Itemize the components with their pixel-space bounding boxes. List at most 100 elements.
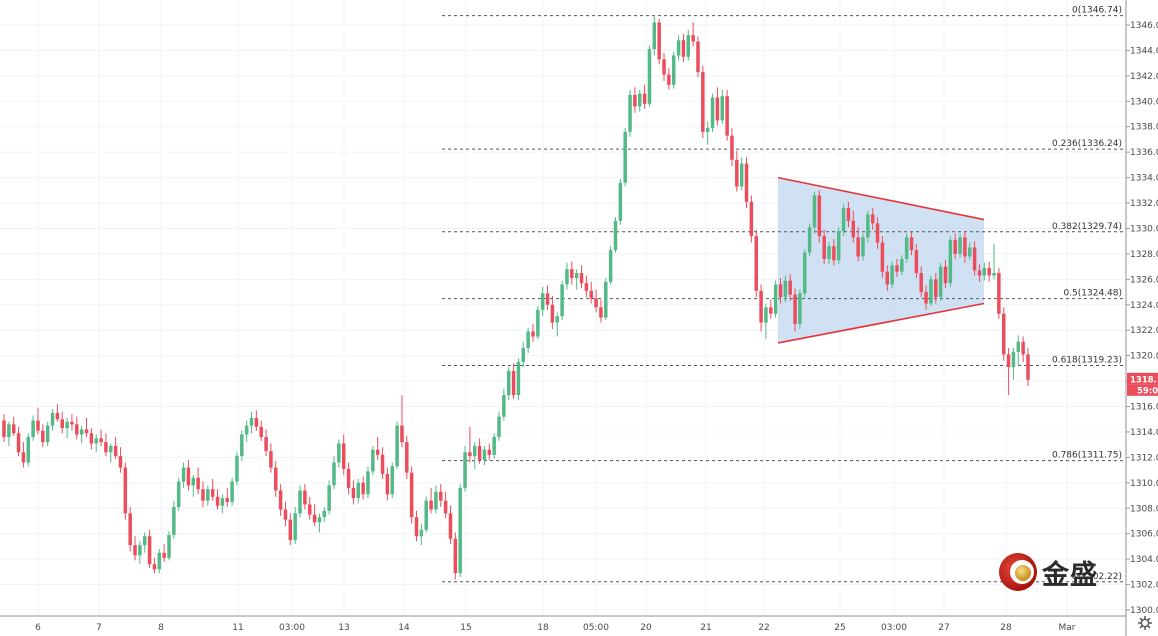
candle-body bbox=[176, 481, 181, 507]
candle bbox=[75, 416, 79, 440]
candle bbox=[439, 484, 443, 507]
candle-body bbox=[1026, 354, 1030, 380]
candle-body bbox=[463, 452, 467, 488]
candle bbox=[65, 417, 69, 439]
candle bbox=[506, 367, 511, 401]
candle-body bbox=[836, 231, 841, 261]
candle-body bbox=[482, 449, 487, 460]
candle-body bbox=[798, 293, 802, 324]
candle bbox=[477, 438, 482, 464]
candle bbox=[536, 306, 540, 340]
candle-body bbox=[167, 534, 171, 558]
candle bbox=[618, 178, 623, 225]
candle-body bbox=[230, 481, 234, 502]
candle bbox=[269, 443, 273, 473]
candle-body bbox=[487, 449, 492, 455]
triangle-upper-line[interactable] bbox=[777, 176, 985, 221]
fib-level-label: 0(1346.74) bbox=[1072, 6, 1122, 16]
candle bbox=[516, 358, 521, 401]
candle bbox=[395, 421, 399, 469]
x-tick-label: 11 bbox=[232, 623, 243, 633]
candle bbox=[502, 388, 506, 421]
candle-body bbox=[929, 279, 933, 304]
x-tick-label: 15 bbox=[460, 623, 471, 633]
candle-body bbox=[264, 437, 268, 452]
candle-body bbox=[788, 280, 792, 295]
candle bbox=[565, 262, 569, 290]
candlestick-series bbox=[2, 15, 1030, 580]
candle-body bbox=[123, 467, 128, 514]
candle bbox=[968, 242, 972, 261]
triangle-lower-line[interactable] bbox=[777, 302, 985, 344]
candle-body bbox=[288, 519, 293, 541]
candle bbox=[283, 501, 288, 527]
candle-body bbox=[875, 223, 880, 243]
candle bbox=[259, 420, 263, 441]
candle-body bbox=[604, 281, 608, 318]
gear-icon[interactable] bbox=[1138, 616, 1152, 630]
candle bbox=[788, 274, 792, 301]
candle-body bbox=[443, 500, 448, 514]
candle-body bbox=[45, 425, 50, 443]
x-tick-label: 6 bbox=[35, 623, 41, 633]
candle bbox=[235, 452, 239, 486]
candle-body bbox=[278, 490, 283, 510]
candle bbox=[628, 89, 632, 137]
candle bbox=[657, 18, 661, 65]
candle-body bbox=[497, 416, 501, 438]
candle-body bbox=[560, 284, 564, 317]
candle bbox=[152, 557, 157, 574]
candle-body bbox=[866, 214, 870, 238]
candle-body bbox=[744, 163, 749, 202]
candle bbox=[803, 248, 807, 298]
candle-body bbox=[613, 220, 618, 251]
candle bbox=[521, 341, 526, 368]
candle bbox=[79, 425, 84, 444]
candle-body bbox=[642, 93, 647, 104]
candle bbox=[511, 363, 516, 399]
candle bbox=[45, 421, 50, 446]
candle-body bbox=[701, 72, 705, 132]
candle bbox=[274, 461, 278, 497]
candle bbox=[613, 217, 618, 253]
candle bbox=[1011, 348, 1016, 380]
x-tick-label: 8 bbox=[158, 623, 164, 633]
candle-body bbox=[570, 269, 574, 279]
watermark-logo: 金盛 bbox=[998, 552, 1098, 592]
y-axis[interactable]: 1300.00 1302.00 1304.00 1306.00 1308.00 1310.… bbox=[1125, 0, 1158, 636]
candle-body bbox=[434, 491, 438, 510]
candle-body bbox=[385, 473, 390, 495]
fibonacci-retracement[interactable]: 0(1346.74) 0.236(1336.24) 0.382(1329.74) 0.… bbox=[442, 6, 1124, 583]
candle-body bbox=[477, 445, 482, 460]
candle-body bbox=[307, 504, 312, 515]
y-axis-pane[interactable] bbox=[1126, 0, 1158, 636]
candle-body bbox=[65, 421, 69, 429]
candle bbox=[599, 299, 603, 323]
price-tag-box bbox=[1127, 372, 1158, 385]
candle-body bbox=[822, 236, 826, 259]
candle-body bbox=[1016, 341, 1021, 352]
candle-body bbox=[686, 35, 691, 57]
candle bbox=[50, 409, 55, 431]
candle bbox=[681, 33, 686, 62]
y-tick-label: 1314.00 bbox=[1130, 428, 1158, 438]
x-tick-label: 14 bbox=[398, 623, 410, 633]
candle bbox=[371, 445, 375, 476]
candle bbox=[84, 417, 89, 438]
candle bbox=[196, 467, 200, 495]
candle-body bbox=[938, 266, 943, 298]
candle bbox=[36, 407, 40, 435]
candle-body bbox=[676, 40, 681, 56]
candle bbox=[307, 496, 312, 520]
candle-body bbox=[992, 272, 996, 276]
y-tick-label: 1308.00 bbox=[1130, 504, 1158, 514]
candle-body bbox=[565, 269, 569, 285]
candle bbox=[555, 312, 559, 337]
candle-body bbox=[749, 201, 754, 237]
candle bbox=[123, 462, 128, 520]
x-axis[interactable]: 6 7 8 11 03:00 13 14 15 18 05:00 20 21 22 25 03:00 27 28… bbox=[0, 615, 1126, 633]
candle-body bbox=[987, 267, 991, 276]
y-tick-label: 1336.00 bbox=[1130, 148, 1158, 158]
candle bbox=[147, 529, 152, 569]
